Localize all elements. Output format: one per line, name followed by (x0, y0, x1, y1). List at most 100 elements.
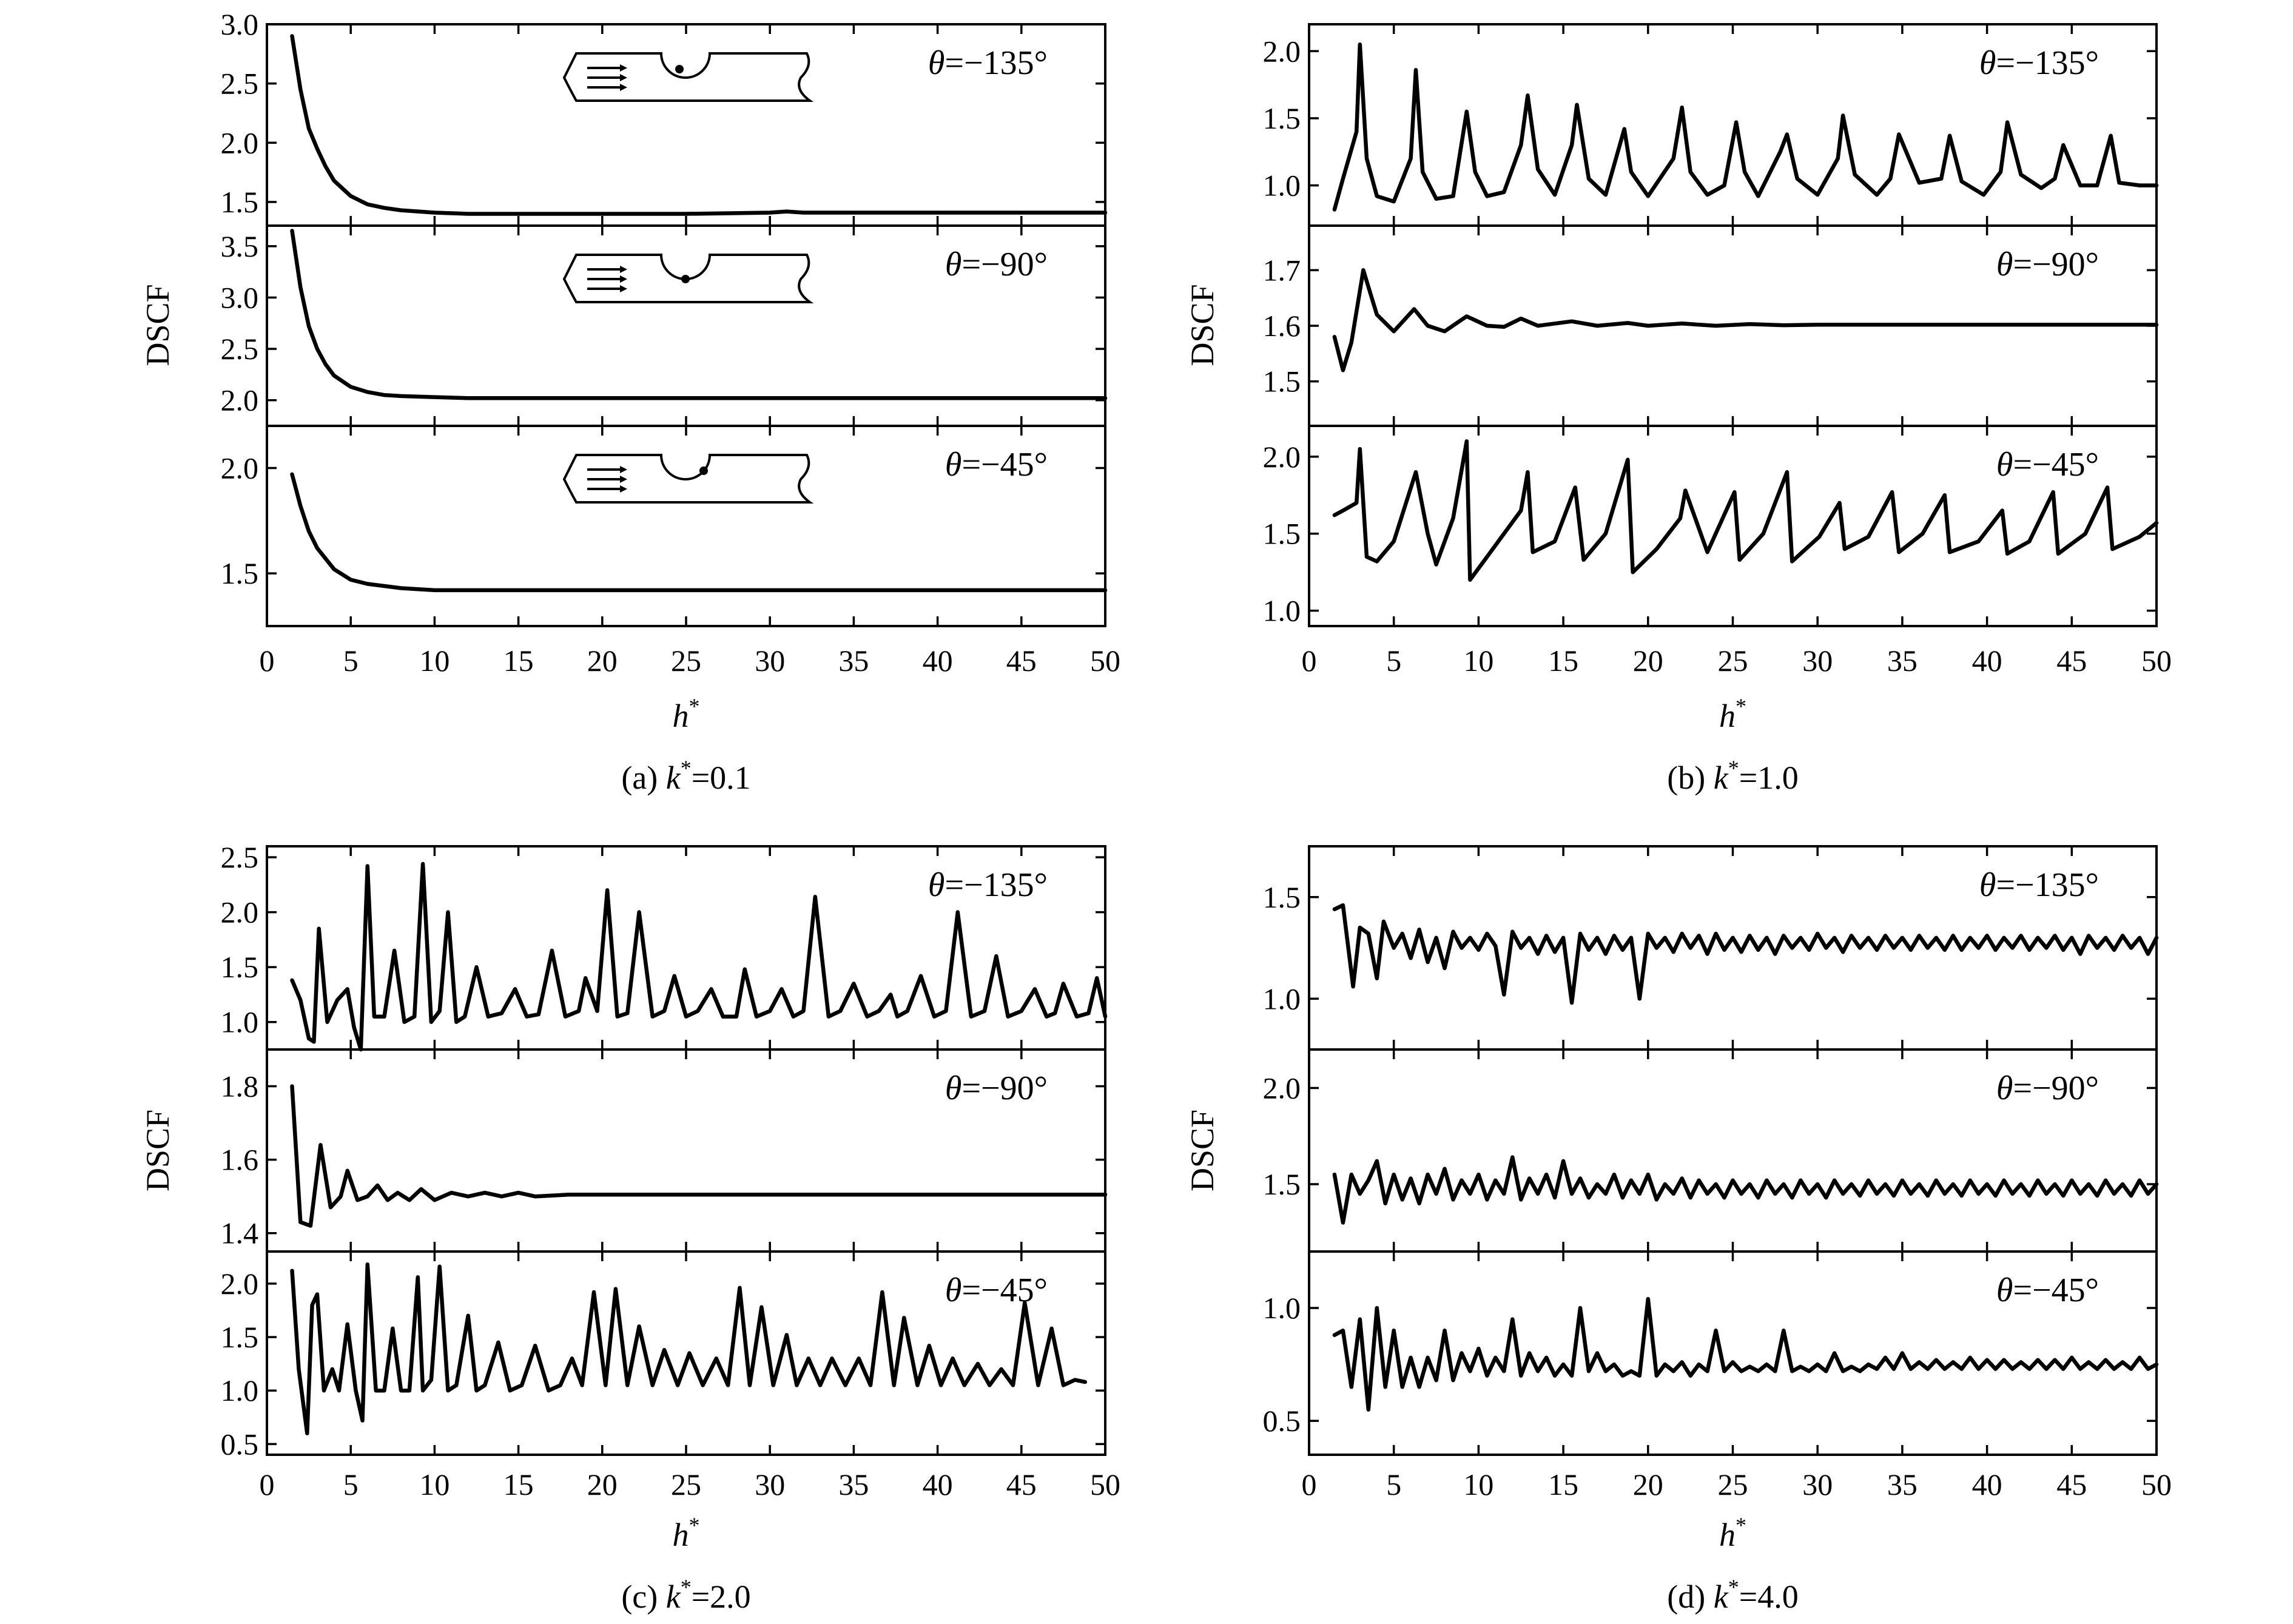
y-axis-title: DSCF (1184, 284, 1221, 366)
y-tick-label: 1.0 (221, 1005, 259, 1039)
plate-schematic (562, 454, 814, 504)
dscf-series-line (290, 861, 1108, 1052)
y-tick-label: 1.5 (221, 185, 259, 219)
x-tick-label: 20 (1633, 644, 1663, 678)
x-tick-label: 30 (755, 1467, 785, 1501)
plate-schematic (562, 254, 814, 303)
arrow-head (620, 285, 627, 292)
arrow-head (620, 266, 627, 273)
y-tick-label: 1.8 (221, 1070, 259, 1103)
y-tick-label: 2.0 (221, 126, 259, 160)
x-tick-label: 20 (1633, 1467, 1663, 1501)
x-tick-label: 35 (838, 644, 869, 678)
x-tick-label: 45 (2056, 1467, 2087, 1501)
x-tick-label: 10 (419, 1467, 450, 1501)
x-tick-label: 10 (419, 644, 450, 678)
plate-outline (562, 52, 814, 102)
arrow-head (620, 84, 627, 91)
y-tick-label: 2.0 (221, 451, 259, 485)
arrow-head (620, 485, 627, 493)
y-tick-label: 1.0 (1263, 982, 1301, 1016)
x-tick-label: 20 (587, 1467, 618, 1501)
y-tick-label: 1.5 (1263, 1167, 1301, 1201)
y-tick-label: 1.5 (221, 950, 259, 984)
arrow-head (620, 476, 627, 483)
y-tick-label: 0.5 (221, 1427, 259, 1461)
y-tick-label: 2.0 (221, 1267, 259, 1301)
subplot-theta-3: 1.5 2.0 θ=−45° (221, 425, 1108, 627)
x-tick-label: 30 (1802, 1467, 1833, 1501)
y-tick-label: 1.5 (1263, 880, 1301, 914)
y-tick-label: 2.5 (221, 332, 259, 366)
dscf-series-line (290, 472, 1108, 593)
x-tick-label: 0 (260, 1467, 275, 1501)
dscf-series-line (1332, 268, 2159, 372)
panel-caption: (b) k*=1.0 (1667, 756, 1798, 796)
theta-label: θ=−135° (1979, 866, 2099, 904)
subplot-theta-3: 0.5 1.0 θ=−45° (1263, 1250, 2159, 1456)
panel-a: 1.5 2.0 2.5 3.0 θ=−135° 2.0 2.5 3.0 3.5 θ=−90° 1.5… (140, 7, 1120, 796)
subplot-theta-2: 1.5 1.6 1.7 θ=−90° (1263, 224, 2159, 427)
dscf-series-line (290, 34, 1108, 216)
y-tick-label: 2.0 (221, 895, 259, 929)
y-tick-label: 2.5 (221, 67, 259, 101)
y-tick-label: 1.6 (1263, 309, 1301, 343)
x-tick-label: 35 (1887, 644, 1918, 678)
subplot-theta-3: 1.0 1.5 2.0 θ=−45° (1263, 425, 2159, 628)
theta-label: θ=−90° (945, 1070, 1048, 1107)
y-tick-label: 2.0 (221, 383, 259, 417)
subplot-theta-2: 1.4 1.6 1.8 θ=−90° (221, 1048, 1108, 1253)
dscf-series-line (1332, 1155, 2159, 1225)
x-tick-label: 5 (343, 644, 359, 678)
y-tick-label: 1.6 (221, 1143, 259, 1177)
panel-b: 1.0 1.5 2.0 θ=−135° 1.5 1.6 1.7 θ=−90° 1.0 1.5 2.0… (1184, 23, 2172, 796)
subplot-theta-3: 0.5 1.0 1.5 2.0 θ=−45° (221, 1250, 1106, 1461)
x-tick-label: 15 (503, 644, 534, 678)
theta-label: θ=−135° (928, 44, 1048, 82)
arrow-head (620, 275, 627, 283)
x-tick-label: 35 (1887, 1467, 1918, 1501)
subplot-theta-2: 1.5 2.0 θ=−90° (1263, 1048, 2159, 1253)
y-tick-label: 1.0 (221, 1373, 259, 1407)
x-tick-label: 45 (1006, 1467, 1037, 1501)
x-axis-title: h* (1719, 1513, 1746, 1553)
x-tick-label: 35 (838, 1467, 869, 1501)
observation-point (699, 467, 708, 475)
x-tick-label: 5 (1386, 644, 1401, 678)
x-tick-label: 10 (1463, 644, 1493, 678)
dscf-series-line (290, 229, 1108, 400)
x-tick-label: 30 (1802, 644, 1833, 678)
subplot-theta-2: 2.0 2.5 3.0 3.5 θ=−90° (221, 224, 1108, 427)
subplot-theta-1: 1.0 1.5 2.0 2.5 θ=−135° (221, 840, 1108, 1052)
theta-label: θ=−45° (1996, 446, 2099, 483)
x-tick-label: 40 (923, 1467, 953, 1501)
x-tick-label: 20 (587, 644, 618, 678)
y-tick-label: 1.5 (1263, 365, 1301, 399)
y-axis-title: DSCF (140, 284, 176, 366)
x-tick-label: 25 (671, 644, 701, 678)
x-axis-title: h* (673, 694, 700, 734)
x-tick-label: 5 (343, 1467, 359, 1501)
panel-caption: (c) k*=2.0 (621, 1575, 750, 1615)
x-tick-label: 50 (2141, 644, 2172, 678)
theta-label: θ=−90° (1996, 1070, 2099, 1107)
panel-caption: (a) k*=0.1 (621, 756, 750, 796)
y-axis-title: DSCF (1184, 1110, 1221, 1191)
x-tick-label: 0 (1302, 644, 1317, 678)
y-tick-label: 1.0 (1263, 169, 1301, 203)
y-tick-label: 3.0 (221, 7, 259, 41)
y-tick-label: 1.0 (1263, 594, 1301, 628)
arrow-head (620, 74, 627, 81)
panel-caption: (d) k*=4.0 (1667, 1575, 1798, 1615)
y-tick-label: 2.0 (1263, 34, 1301, 68)
x-tick-label: 10 (1463, 1467, 1493, 1501)
plate-schematic (562, 52, 814, 102)
arrow-head (620, 64, 627, 72)
x-tick-label: 40 (923, 644, 953, 678)
y-tick-label: 1.5 (1263, 101, 1301, 135)
observation-point (675, 65, 684, 73)
dscf-series-line (1332, 903, 2159, 1005)
y-tick-label: 1.5 (221, 1320, 259, 1354)
